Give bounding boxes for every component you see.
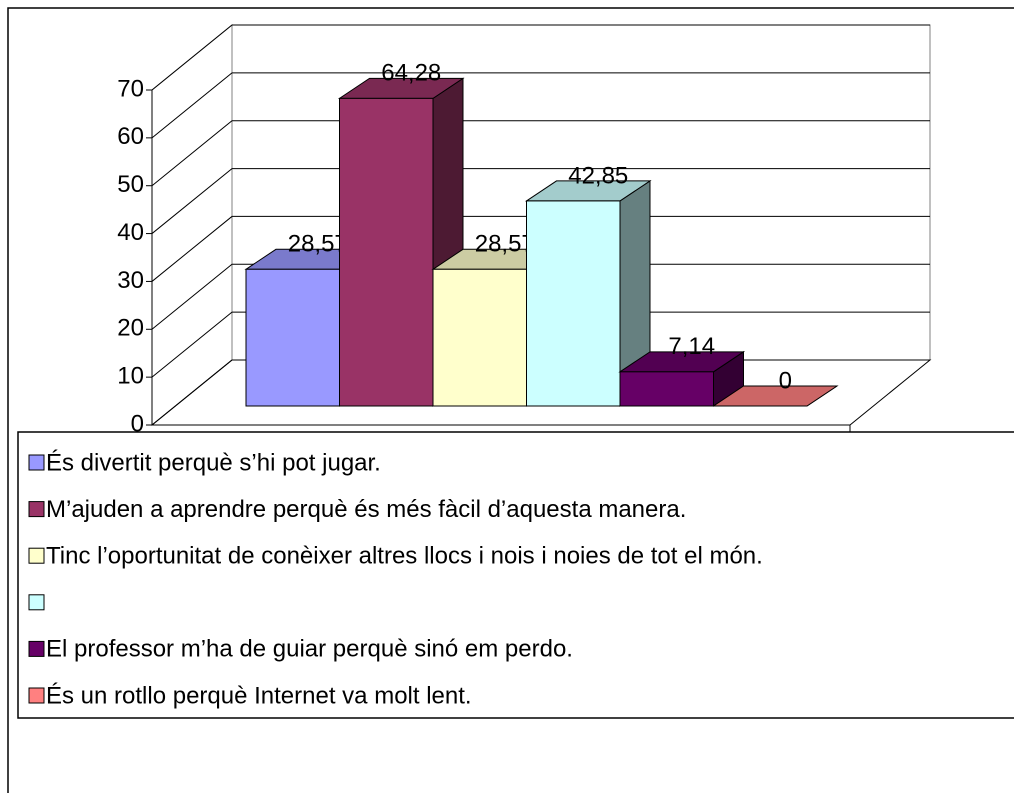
legend-swatch — [28, 640, 45, 657]
grid-line — [151, 311, 930, 378]
legend-box — [17, 431, 1014, 719]
bar — [526, 200, 621, 407]
grid-line — [151, 72, 930, 139]
legend-swatch — [28, 594, 45, 611]
grid-line — [151, 215, 930, 282]
y-tick-label: 20 — [117, 315, 144, 342]
grid-line — [151, 24, 930, 91]
y-tick-label: 10 — [117, 362, 144, 389]
data-label: 28,57 — [475, 231, 535, 258]
bar — [339, 97, 434, 407]
data-label: 64,28 — [381, 60, 441, 87]
y-tick-label: 50 — [117, 171, 144, 198]
grid-line — [151, 120, 930, 187]
grid-line — [151, 263, 930, 330]
y-tick-label: 70 — [117, 75, 144, 102]
legend-label: M’ajuden a aprendre perquè és més fàcil … — [46, 496, 686, 523]
data-label: 42,85 — [568, 162, 628, 189]
bar — [432, 268, 527, 407]
grid-line — [151, 168, 930, 234]
legend-swatch — [28, 687, 45, 704]
y-tick-label: 0 — [131, 410, 144, 437]
legend-label: El professor m’ha de guiar perquè sinó e… — [46, 636, 573, 663]
legend-swatch — [28, 547, 45, 564]
data-label: 7,14 — [668, 333, 715, 360]
bar-top — [711, 385, 839, 407]
bar — [245, 268, 340, 407]
bar — [619, 371, 714, 407]
y-tick-label: 30 — [117, 267, 144, 294]
y-tick-label: 40 — [117, 219, 144, 246]
data-label: 0 — [779, 367, 792, 394]
y-tick-label: 60 — [117, 123, 144, 150]
legend-swatch — [28, 454, 45, 471]
legend-label: És un rotllo perquè Internet va molt len… — [46, 682, 472, 709]
legend-label: Tinc l’oportunitat de conèixer altres ll… — [46, 543, 763, 570]
data-label: 28,57 — [288, 231, 348, 258]
legend-label: És divertit perquè s’hi pot jugar. — [46, 449, 381, 476]
legend-swatch — [28, 501, 45, 518]
